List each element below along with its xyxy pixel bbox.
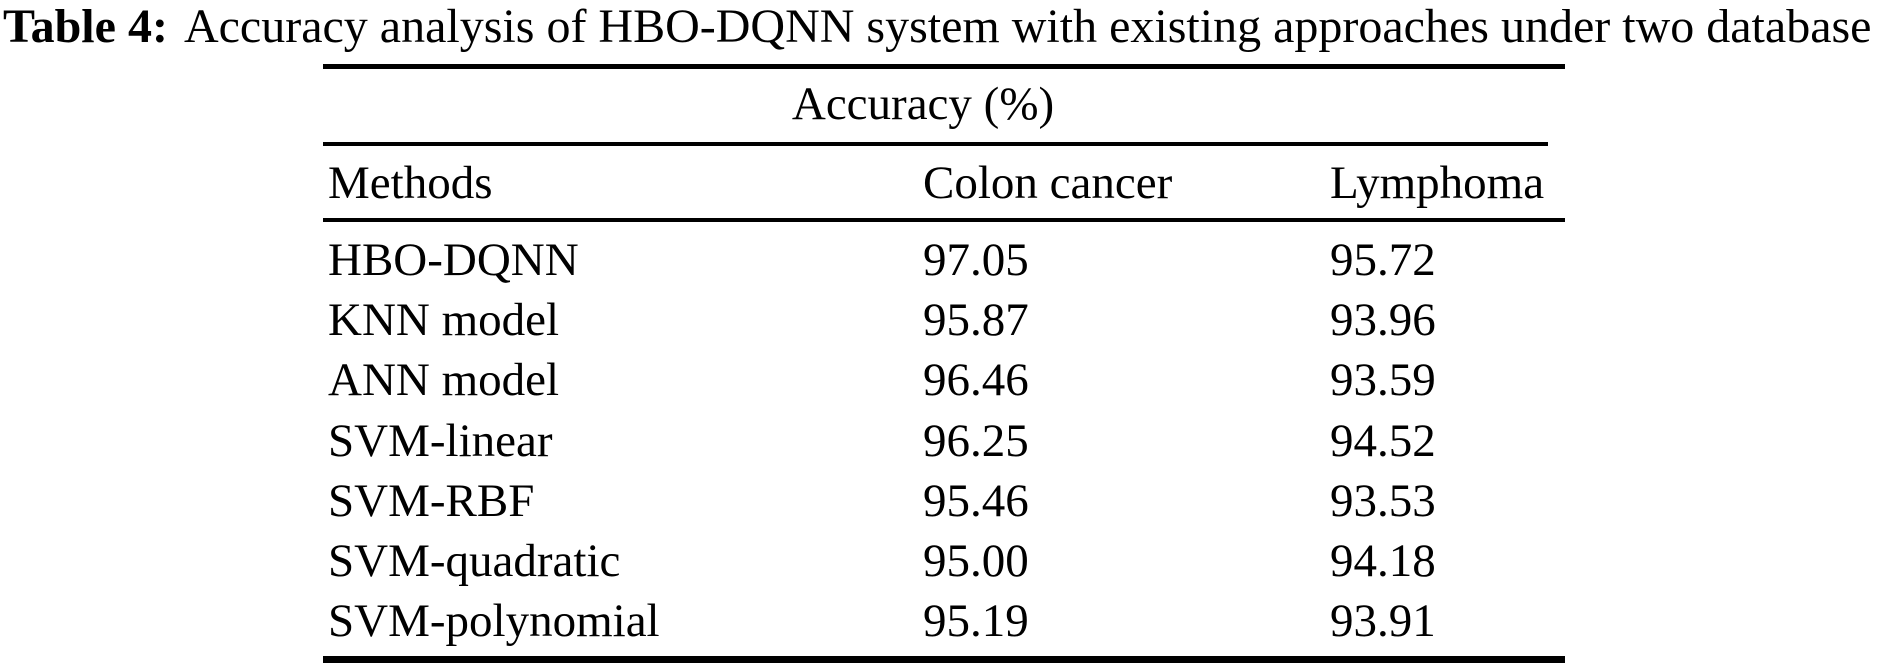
method-name: ANN model [328,354,560,406]
colon-cancer-value: 95.46 [923,475,1029,527]
table-row: HBO-DQNN 97.05 95.72 [323,237,1565,289]
lymphoma-value: 94.18 [1330,535,1436,587]
colon-cancer-value: 96.46 [923,354,1029,406]
table-caption-text: Accuracy analysis of HBO-DQNN system wit… [183,0,1872,53]
colon-cancer-value: 95.00 [923,535,1029,587]
lymphoma-value: 93.91 [1330,595,1436,647]
column-header-colon-cancer: Colon cancer [923,157,1173,209]
table-top-rule [323,64,1565,69]
colon-cancer-value: 96.25 [923,415,1029,467]
lymphoma-value: 94.52 [1330,415,1436,467]
table-header-row: Methods Colon cancer Lymphoma [323,160,1565,212]
rule-below-spanning-header [323,142,1548,146]
table-caption-label: Table 4: [3,0,168,53]
method-name: SVM-polynomial [328,595,660,647]
table-row: ANN model 96.46 93.59 [323,357,1565,409]
method-name: SVM-linear [328,415,553,467]
table-row: KNN model 95.87 93.96 [323,297,1565,349]
lymphoma-value: 95.72 [1330,234,1436,286]
spanning-header-accuracy: Accuracy (%) [791,78,1055,130]
accuracy-table: Accuracy (%) Methods Colon cancer Lympho… [323,0,1565,667]
colon-cancer-value: 95.19 [923,595,1029,647]
column-header-methods: Methods [328,157,493,209]
column-header-lymphoma: Lymphoma [1330,157,1545,209]
lymphoma-value: 93.96 [1330,294,1436,346]
colon-cancer-value: 95.87 [923,294,1029,346]
table-caption: Table 4: Accuracy analysis of HBO-DQNN sy… [3,0,1872,53]
method-name: SVM-RBF [328,475,535,527]
table-bottom-rule [323,656,1565,663]
table-row: SVM-quadratic 95.00 94.18 [323,538,1565,590]
rule-below-column-headers [323,218,1565,222]
table-row: SVM-linear 96.25 94.52 [323,418,1565,470]
table-row: SVM-polynomial 95.19 93.91 [323,598,1565,650]
method-name: KNN model [328,294,560,346]
method-name: HBO-DQNN [328,234,579,286]
colon-cancer-value: 97.05 [923,234,1029,286]
lymphoma-value: 93.59 [1330,354,1436,406]
lymphoma-value: 93.53 [1330,475,1436,527]
table-row: SVM-RBF 95.46 93.53 [323,478,1565,530]
method-name: SVM-quadratic [328,535,621,587]
